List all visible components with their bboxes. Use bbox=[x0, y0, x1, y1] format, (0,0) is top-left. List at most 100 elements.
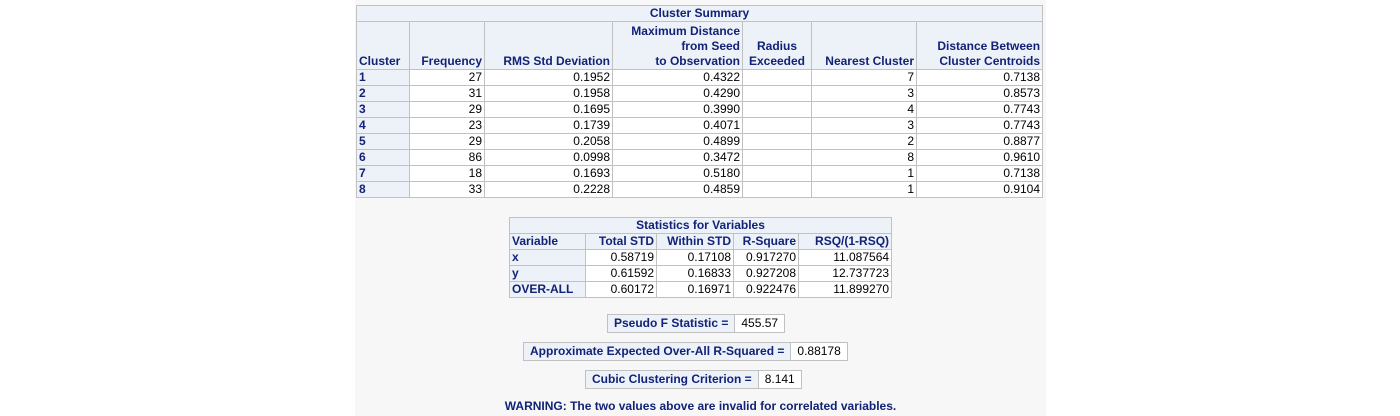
col-header-nearest-cluster: Nearest Cluster bbox=[811, 21, 917, 70]
stats-vars-title: Statistics for Variables bbox=[508, 217, 893, 234]
cluster-summary-cell-nearest: 8 bbox=[811, 149, 917, 166]
col-header-radius-exceeded: Radius Exceeded bbox=[742, 21, 812, 70]
stats-vars-cell-total_std: 0.61592 bbox=[585, 265, 657, 282]
col-header-cluster: Cluster bbox=[356, 21, 410, 70]
cluster-summary-cell-radius bbox=[742, 181, 812, 198]
ccc-value: 8.141 bbox=[757, 370, 802, 389]
expected-rsq-label: Approximate Expected Over-All R-Squared … bbox=[522, 342, 792, 361]
cluster-summary-cell-cluster: 7 bbox=[356, 165, 410, 182]
pseudo-f-value: 455.57 bbox=[734, 314, 786, 333]
cluster-summary-cell-frequency: 18 bbox=[409, 165, 485, 182]
cluster-summary-cell-maxdist: 0.4071 bbox=[612, 117, 743, 134]
cluster-summary-row: 1 27 0.1952 0.4322 7 0.7138 bbox=[356, 69, 1044, 86]
cluster-summary-cell-maxdist: 0.3990 bbox=[612, 101, 743, 118]
cluster-summary-row: 5 29 0.2058 0.4899 2 0.8877 bbox=[356, 133, 1044, 150]
cluster-summary-cell-nearest: 7 bbox=[811, 69, 917, 86]
cluster-summary-cell-dist: 0.7743 bbox=[915, 101, 1044, 118]
cluster-summary-cell-nearest: 3 bbox=[811, 117, 917, 134]
stats-vars-cell-rsq: 0.917270 bbox=[733, 249, 799, 266]
cluster-summary-cell-radius bbox=[742, 69, 812, 86]
col-header-rsq-ratio: RSQ/(1-RSQ) bbox=[797, 233, 893, 250]
cluster-summary-cell-cluster: 2 bbox=[356, 85, 410, 102]
cluster-summary-cell-rms: 0.1695 bbox=[484, 101, 613, 118]
col-header-distance-centroids: Distance Between Cluster Centroids bbox=[915, 21, 1044, 70]
cluster-summary-cell-rms: 0.2058 bbox=[484, 133, 613, 150]
cluster-summary-cell-cluster: 5 bbox=[356, 133, 410, 150]
col-header-r-square: R-Square bbox=[733, 233, 799, 250]
stats-vars-cell-rsq_ratio: 11.087564 bbox=[797, 249, 893, 266]
cluster-summary-table: Cluster Summary Cluster Frequency RMS St… bbox=[355, 5, 1044, 198]
col-header-rms-std: RMS Std Deviation bbox=[484, 21, 613, 70]
distance-line2: Cluster Centroids bbox=[939, 54, 1041, 68]
cluster-summary-cell-maxdist: 0.4290 bbox=[612, 85, 743, 102]
cluster-summary-cell-dist: 0.7138 bbox=[915, 165, 1044, 182]
max-distance-line2: from Seed bbox=[681, 39, 740, 53]
radius-line1: Radius bbox=[756, 39, 797, 53]
cluster-summary-cell-frequency: 29 bbox=[409, 133, 485, 150]
stats-vars-row: OVER-ALL 0.60172 0.16971 0.922476 11.899270 bbox=[509, 281, 893, 298]
cluster-summary-cell-nearest: 4 bbox=[811, 101, 917, 118]
cluster-summary-cell-nearest: 2 bbox=[811, 133, 917, 150]
pseudo-f-statistic: Pseudo F Statistic = 455.57 bbox=[606, 314, 786, 333]
stats-vars-cell-variable: OVER-ALL bbox=[509, 281, 586, 298]
cluster-summary-cell-dist: 0.9610 bbox=[915, 149, 1044, 166]
cluster-summary-cell-frequency: 86 bbox=[409, 149, 485, 166]
cluster-summary-cell-rms: 0.1739 bbox=[484, 117, 613, 134]
stats-vars-cell-rsq: 0.922476 bbox=[733, 281, 799, 298]
cluster-summary-cell-maxdist: 0.3472 bbox=[612, 149, 743, 166]
expected-rsq-value: 0.88178 bbox=[790, 342, 848, 361]
cluster-summary-title: Cluster Summary bbox=[355, 5, 1044, 22]
col-header-frequency: Frequency bbox=[409, 21, 485, 70]
cluster-summary-cell-nearest: 3 bbox=[811, 85, 917, 102]
stats-vars-cell-rsq: 0.927208 bbox=[733, 265, 799, 282]
cluster-summary-cell-frequency: 29 bbox=[409, 101, 485, 118]
cluster-summary-row: 4 23 0.1739 0.4071 3 0.7743 bbox=[356, 117, 1044, 134]
cluster-summary-cell-dist: 0.9104 bbox=[915, 181, 1044, 198]
stats-vars-cell-rsq_ratio: 12.737723 bbox=[797, 265, 893, 282]
cluster-summary-cell-rms: 0.1693 bbox=[484, 165, 613, 182]
cluster-summary-cell-frequency: 27 bbox=[409, 69, 485, 86]
cluster-summary-cell-radius bbox=[742, 117, 812, 134]
distance-line1: Distance Between bbox=[937, 39, 1041, 53]
statistics-for-variables-table: Statistics for Variables Variable Total … bbox=[508, 217, 893, 298]
cluster-summary-cell-dist: 0.7743 bbox=[915, 117, 1044, 134]
cluster-summary-cell-maxdist: 0.4899 bbox=[612, 133, 743, 150]
max-distance-line1: Maximum Distance bbox=[631, 24, 740, 38]
cluster-summary-cell-maxdist: 0.4322 bbox=[612, 69, 743, 86]
cluster-summary-cell-dist: 0.8573 bbox=[915, 85, 1044, 102]
stats-vars-cell-variable: y bbox=[509, 265, 586, 282]
cluster-summary-cell-cluster: 4 bbox=[356, 117, 410, 134]
cluster-summary-cell-nearest: 1 bbox=[811, 165, 917, 182]
col-header-total-std: Total STD bbox=[585, 233, 657, 250]
stats-vars-cell-within_std: 0.16833 bbox=[656, 265, 734, 282]
stats-vars-row: y 0.61592 0.16833 0.927208 12.737723 bbox=[509, 265, 893, 282]
stats-vars-row: x 0.58719 0.17108 0.917270 11.087564 bbox=[509, 249, 893, 266]
cluster-summary-cell-dist: 0.7138 bbox=[915, 69, 1044, 86]
col-header-variable: Variable bbox=[509, 233, 586, 250]
stats-vars-cell-within_std: 0.16971 bbox=[656, 281, 734, 298]
col-header-max-distance: Maximum Distance from Seed to Observatio… bbox=[612, 21, 743, 70]
stats-vars-cell-total_std: 0.60172 bbox=[585, 281, 657, 298]
expected-r-squared: Approximate Expected Over-All R-Squared … bbox=[522, 342, 848, 361]
cluster-summary-row: 2 31 0.1958 0.4290 3 0.8573 bbox=[356, 85, 1044, 102]
pseudo-f-label: Pseudo F Statistic = bbox=[606, 314, 736, 333]
max-distance-line3: to Observation bbox=[655, 54, 740, 68]
cluster-summary-cell-radius bbox=[742, 101, 812, 118]
cluster-summary-cell-radius bbox=[742, 85, 812, 102]
radius-line2: Exceeded bbox=[748, 54, 806, 68]
ccc-label: Cubic Clustering Criterion = bbox=[585, 370, 759, 389]
cluster-summary-cell-rms: 0.0998 bbox=[484, 149, 613, 166]
cluster-summary-cell-nearest: 1 bbox=[811, 181, 917, 198]
cluster-summary-cell-radius bbox=[742, 133, 812, 150]
cluster-summary-cell-dist: 0.8877 bbox=[915, 133, 1044, 150]
stats-vars-cell-total_std: 0.58719 bbox=[585, 249, 657, 266]
cluster-summary-cell-frequency: 33 bbox=[409, 181, 485, 198]
stats-vars-cell-within_std: 0.17108 bbox=[656, 249, 734, 266]
cluster-summary-cell-cluster: 1 bbox=[356, 69, 410, 86]
cluster-summary-cell-frequency: 23 bbox=[409, 117, 485, 134]
stats-vars-cell-variable: x bbox=[509, 249, 586, 266]
col-header-within-std: Within STD bbox=[656, 233, 734, 250]
warning-text: WARNING: The two values above are invali… bbox=[504, 399, 897, 413]
cluster-summary-cell-radius bbox=[742, 149, 812, 166]
cluster-summary-cell-rms: 0.2228 bbox=[484, 181, 613, 198]
